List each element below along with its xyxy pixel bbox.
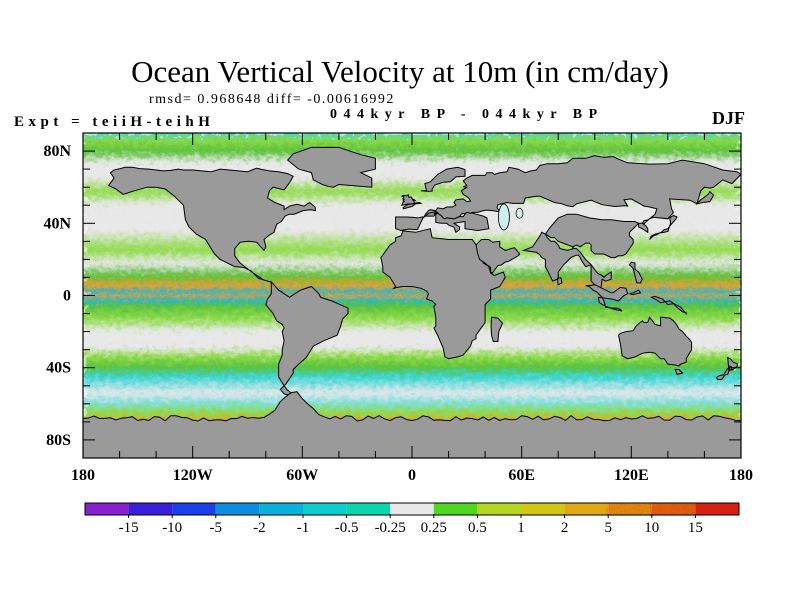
svg-text:10: 10 — [644, 520, 659, 536]
svg-text:-5: -5 — [210, 520, 223, 536]
svg-text:-10: -10 — [162, 520, 182, 536]
svg-text:-1: -1 — [297, 520, 310, 536]
svg-text:0.25: 0.25 — [421, 520, 447, 536]
svg-text:0: 0 — [63, 288, 71, 305]
svg-text:15: 15 — [688, 520, 703, 536]
svg-text:-2: -2 — [253, 520, 266, 536]
svg-text:1: 1 — [517, 520, 525, 536]
svg-text:60E: 60E — [508, 467, 535, 484]
svg-text:40S: 40S — [46, 360, 71, 377]
svg-text:0: 0 — [408, 467, 416, 484]
svg-text:-15: -15 — [119, 520, 139, 536]
svg-text:60W: 60W — [286, 467, 318, 484]
svg-text:120E: 120E — [614, 467, 649, 484]
svg-text:2: 2 — [561, 520, 569, 536]
svg-text:-0.25: -0.25 — [375, 520, 406, 536]
svg-text:80N: 80N — [43, 143, 71, 160]
svg-text:-0.5: -0.5 — [335, 520, 359, 536]
svg-text:120W: 120W — [173, 467, 213, 484]
svg-text:40N: 40N — [43, 215, 71, 232]
svg-text:180: 180 — [71, 467, 95, 484]
svg-text:0.5: 0.5 — [468, 520, 487, 536]
svg-text:5: 5 — [604, 520, 612, 536]
svg-text:180: 180 — [729, 467, 753, 484]
svg-text:80S: 80S — [46, 432, 71, 449]
